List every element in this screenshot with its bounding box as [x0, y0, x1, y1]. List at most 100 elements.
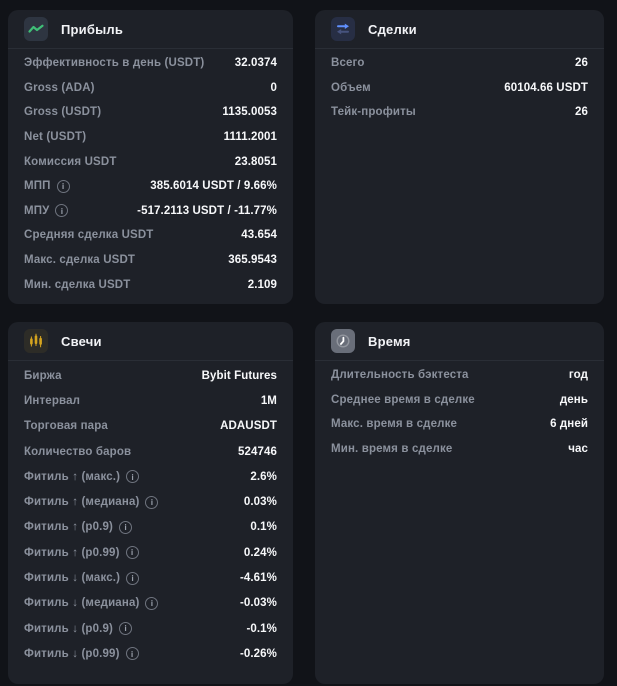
stat-value: -4.61%	[239, 572, 277, 585]
stat-label: Количество баров	[24, 445, 132, 458]
stat-row: Фитиль ↑ (p0.9) i 0.1%	[24, 515, 277, 540]
stat-row: МПП i 385.6014 USDT / 9.66%	[24, 174, 277, 199]
stat-label: Gross (USDT)	[24, 106, 102, 119]
stat-label: Биржа	[24, 369, 62, 382]
stat-label-wrap: Тейк-профиты	[331, 106, 416, 118]
stat-label: Фитиль ↓ (p0.99)	[24, 647, 120, 660]
stat-label: МПУ	[24, 204, 50, 217]
stat-label: Средняя сделка USDT	[24, 229, 154, 242]
stat-label-wrap: Gross (USDT)	[24, 106, 101, 118]
stat-label: Эффективность в день (USDT)	[24, 57, 205, 70]
stat-row: Фитиль ↓ (p0.9) i -0.1%	[24, 616, 277, 641]
stat-label-wrap: Интервал	[24, 395, 80, 407]
stat-label: Объем	[331, 81, 371, 94]
stat-label-wrap: Макс. время в сделке	[331, 418, 457, 430]
stat-row: Эффективность в день (USDT) 32.0374	[24, 51, 277, 76]
card-profit-header: Прибыль	[8, 10, 293, 49]
stat-label-wrap: Фитиль ↑ (макс.) i	[24, 470, 140, 484]
stat-label: Фитиль ↓ (макс.)	[24, 572, 121, 585]
stat-label: Всего	[331, 57, 365, 70]
info-icon[interactable]: i	[119, 622, 133, 636]
info-icon[interactable]: i	[119, 520, 133, 534]
stat-row: Мин. время в сделке час	[331, 437, 588, 462]
stat-label: Макс. сделка USDT	[24, 254, 136, 267]
stat-label: Мин. сделка USDT	[24, 278, 131, 291]
card-profit: Прибыль Эффективность в день (USDT) 32.03…	[8, 10, 293, 304]
stat-label-wrap: Фитиль ↓ (медиана) i	[24, 596, 159, 610]
stat-row: МПУ i -517.2113 USDT / -11.77%	[24, 199, 277, 224]
stat-value: 0.24%	[243, 546, 277, 559]
stat-label-wrap: Объем	[331, 82, 371, 94]
card-candles-header: Свечи	[8, 322, 293, 361]
stat-row: Фитиль ↓ (p0.99) i -0.26%	[24, 641, 277, 666]
info-icon[interactable]: i	[125, 647, 139, 661]
stat-row: Биржа Bybit Futures	[24, 363, 277, 388]
info-icon[interactable]: i	[145, 495, 159, 509]
card-candles-rows: Биржа Bybit Futures Интервал 1M Торговая пар…	[8, 361, 293, 667]
stat-label-wrap: Фитиль ↑ (p0.9) i	[24, 520, 133, 534]
info-icon[interactable]: i	[56, 179, 70, 193]
stat-label-wrap: Биржа	[24, 370, 62, 382]
card-title: Сделки	[368, 21, 417, 37]
stat-value: 0	[270, 81, 277, 94]
stat-row: Фитиль ↑ (макс.) i 2.6%	[24, 464, 277, 489]
stat-value: 365.9543	[228, 254, 277, 267]
stat-value: 2.109	[247, 278, 277, 291]
stat-value: -0.26%	[239, 647, 277, 660]
stat-row: Всего 26	[331, 51, 588, 76]
stat-row: Фитиль ↑ (p0.99) i 0.24%	[24, 540, 277, 565]
stat-label-wrap: МПУ i	[24, 204, 69, 218]
stat-label-wrap: Длительность бэктеста	[331, 369, 469, 381]
stat-row: Среднее время в сделке день	[331, 388, 588, 413]
stat-label-wrap: Фитиль ↑ (p0.99) i	[24, 546, 139, 560]
stat-row: Макс. сделка USDT 365.9543	[24, 248, 277, 273]
stat-row: Длительность бэктеста год	[331, 363, 588, 388]
stat-label-wrap: Эффективность в день (USDT)	[24, 57, 204, 69]
stat-row: Фитиль ↓ (медиана) i -0.03%	[24, 591, 277, 616]
stat-row: Фитиль ↓ (макс.) i -4.61%	[24, 565, 277, 590]
stat-value: 23.8051	[234, 155, 277, 168]
stat-label: Фитиль ↑ (макс.)	[24, 470, 121, 483]
stat-label: Интервал	[24, 394, 81, 407]
stat-label: Gross (ADA)	[24, 81, 95, 94]
stat-value: 60104.66 USDT	[504, 81, 588, 94]
stat-label: Фитиль ↑ (p0.9)	[24, 521, 114, 534]
stat-value: 385.6014 USDT / 9.66%	[150, 180, 277, 193]
info-icon[interactable]: i	[126, 571, 140, 585]
stat-value: -0.1%	[246, 622, 277, 635]
info-icon[interactable]: i	[125, 546, 139, 560]
stat-label-wrap: Фитиль ↓ (p0.99) i	[24, 647, 139, 661]
stat-value: 2.6%	[250, 470, 277, 483]
stat-row: Gross (ADA) 0	[24, 76, 277, 101]
stat-row: Тейк-профиты 26	[331, 100, 588, 125]
stat-label-wrap: Net (USDT)	[24, 131, 86, 143]
card-trades-header: Сделки	[315, 10, 604, 49]
card-profit-rows: Эффективность в день (USDT) 32.0374 Gross …	[8, 49, 293, 297]
stat-label-wrap: Мин. время в сделке	[331, 443, 452, 455]
stat-value: -517.2113 USDT / -11.77%	[137, 204, 277, 217]
stat-row: Объем 60104.66 USDT	[331, 76, 588, 101]
stat-label: Фитиль ↓ (медиана)	[24, 597, 140, 610]
stat-row: Средняя сделка USDT 43.654	[24, 223, 277, 248]
trend-up-icon	[24, 17, 48, 41]
stat-value: 26	[575, 106, 588, 119]
info-icon[interactable]: i	[145, 596, 159, 610]
stat-label: Тейк-профиты	[331, 106, 416, 119]
stat-label-wrap: Количество баров	[24, 446, 131, 458]
stat-label-wrap: Фитиль ↑ (медиана) i	[24, 495, 159, 509]
stat-label: Торговая пара	[24, 420, 108, 433]
stat-label-wrap: Средняя сделка USDT	[24, 229, 154, 241]
stat-label-wrap: Фитиль ↓ (p0.9) i	[24, 622, 133, 636]
stat-label: Среднее время в сделке	[331, 393, 475, 406]
stat-row: Gross (USDT) 1135.0053	[24, 100, 277, 125]
stat-value: 0.03%	[243, 496, 277, 509]
card-time: Время Длительность бэктеста год Среднее вр…	[315, 322, 604, 684]
swap-arrows-icon	[331, 17, 355, 41]
stat-row: Комиссия USDT 23.8051	[24, 149, 277, 174]
info-icon[interactable]: i	[126, 470, 140, 484]
card-time-header: Время	[315, 322, 604, 361]
stat-label: Мин. время в сделке	[331, 443, 453, 456]
info-icon[interactable]: i	[55, 204, 69, 218]
stat-label-wrap: Gross (ADA)	[24, 82, 95, 94]
